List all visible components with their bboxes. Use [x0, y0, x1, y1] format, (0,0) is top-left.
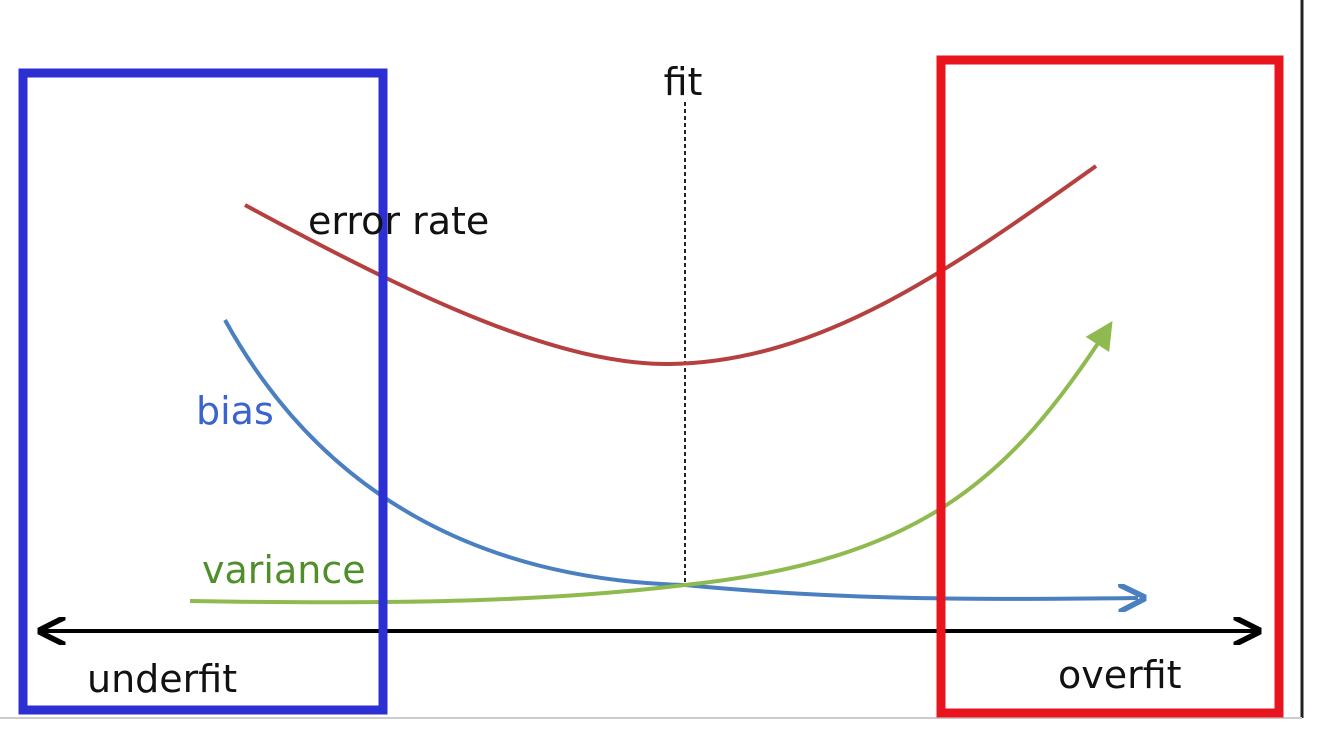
error-rate-curve	[244, 164, 1098, 367]
error-rate-label: error rate	[308, 199, 489, 243]
variance-curve	[189, 320, 1113, 605]
bias-label: bias	[196, 389, 274, 433]
underfit-label: underfit	[87, 657, 237, 701]
underfit-region-box	[18, 68, 388, 715]
overfit-region-box	[936, 55, 1284, 718]
variance-label: variance	[202, 548, 366, 592]
overfit-label: overfit	[1058, 653, 1182, 697]
fit-label: fit	[664, 60, 703, 104]
